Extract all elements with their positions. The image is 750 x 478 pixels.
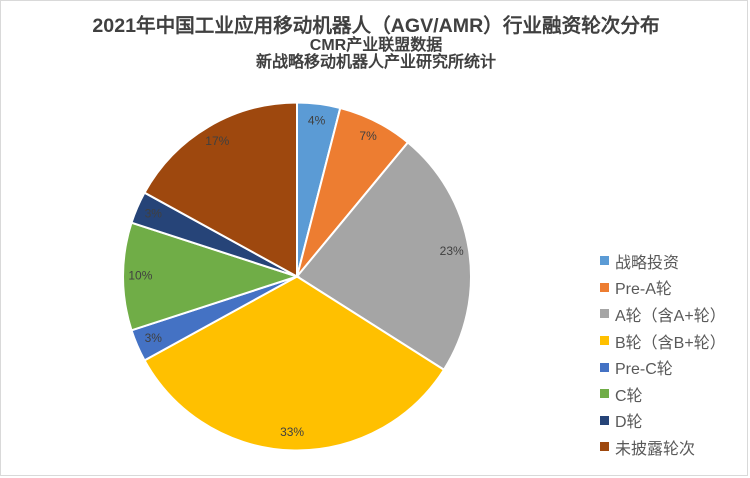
svg-text:23%: 23%: [440, 244, 464, 258]
svg-text:7%: 7%: [359, 129, 377, 143]
svg-text:10%: 10%: [128, 269, 152, 283]
svg-text:17%: 17%: [205, 134, 229, 148]
svg-text:3%: 3%: [145, 331, 163, 345]
svg-text:33%: 33%: [280, 425, 304, 439]
svg-text:4%: 4%: [308, 113, 326, 127]
svg-text:3%: 3%: [145, 206, 163, 220]
